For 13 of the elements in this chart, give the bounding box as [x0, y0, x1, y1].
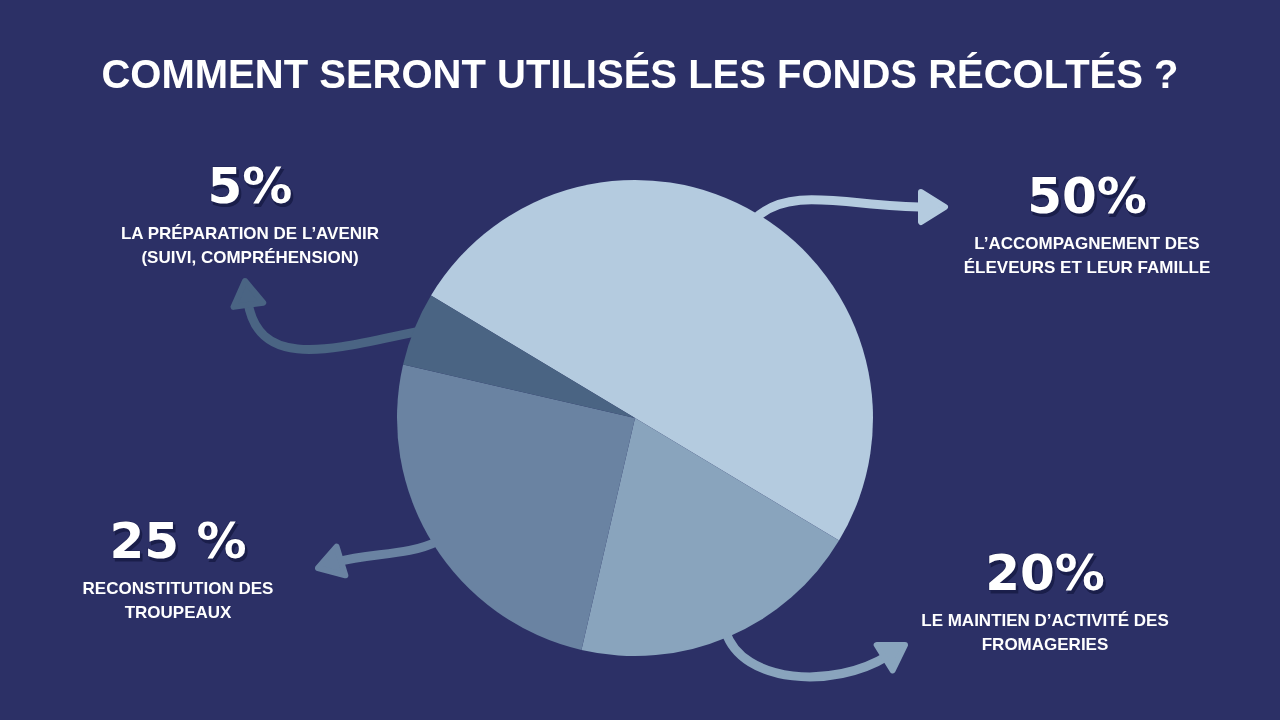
data-label: 20% [985, 544, 1105, 602]
slice-label: LA PRÉPARATION DE L’AVENIR (SUIVI, COMPRÉHENSION) [120, 224, 380, 267]
slice-label: RECONSTITUTION DES TROUPEAUX [82, 579, 274, 622]
pie-slice [581, 418, 840, 656]
pie-slice [397, 364, 635, 650]
data-label: 25 % [109, 512, 247, 570]
pie-slice [430, 180, 873, 541]
slice-label: LE MAINTIEN D’ACTIVITÉ DES FROMAGERIES [921, 611, 1169, 654]
data-label: 50% [1027, 167, 1147, 225]
chart-title: COMMENT SERONT UTILISÉS LES FONDS RÉCOLTÉS ? [101, 52, 1179, 96]
pie-slice [403, 295, 635, 418]
slice-label: L’ACCOMPAGNEMENT DES ÉLEVEURS ET LEUR FAMILLE [963, 234, 1211, 277]
data-label: 5% [207, 157, 293, 215]
